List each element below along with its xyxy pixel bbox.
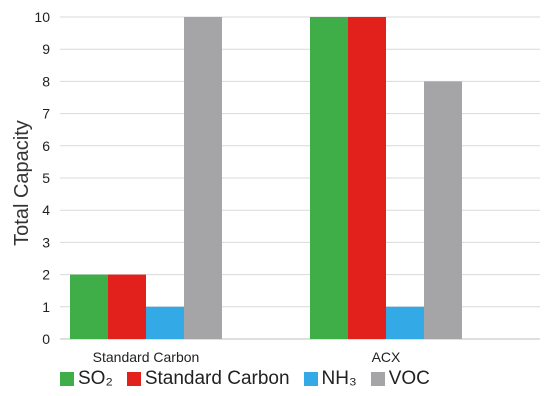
bar	[146, 306, 184, 339]
y-tick-label: 3	[42, 234, 50, 250]
x-category-label: ACX	[372, 349, 401, 365]
legend-swatch	[370, 372, 385, 386]
x-category-label: Standard Carbon	[93, 349, 200, 365]
y-tick-label: 0	[42, 331, 50, 347]
y-tick-label: 8	[42, 73, 50, 89]
bar	[386, 306, 424, 339]
legend: SO₂ Standard Carbon NH₃ VOC	[60, 366, 444, 392]
legend-item: SO₂	[60, 368, 113, 390]
y-tick-label: 4	[42, 202, 50, 218]
bar	[310, 17, 348, 339]
legend-label: Standard Carbon	[144, 368, 290, 389]
bar	[424, 81, 462, 340]
x-axis-categories: Standard Carbon ACX	[93, 349, 401, 365]
y-axis-label: Total Capacity	[11, 120, 33, 246]
legend-item: NH₃	[303, 368, 357, 390]
legend-label: SO₂	[78, 368, 113, 389]
legend-swatch	[60, 372, 74, 386]
y-tick-label: 6	[42, 138, 50, 154]
bar	[184, 17, 222, 339]
legend-swatch	[126, 372, 141, 386]
bar	[348, 17, 386, 339]
y-tick-label: 7	[42, 106, 50, 122]
legend-label: VOC	[388, 368, 430, 389]
y-axis-ticks: 0 1 2 3 4 5 6 7 8 9 10	[34, 9, 50, 347]
legend-label: NH₃	[321, 368, 357, 389]
legend-item: VOC	[370, 368, 430, 390]
bar	[108, 274, 146, 339]
y-tick-label: 10	[34, 9, 50, 25]
legend-swatch	[303, 372, 318, 386]
bar	[70, 274, 108, 339]
y-tick-label: 5	[42, 170, 50, 186]
legend-item: Standard Carbon	[126, 368, 290, 390]
y-tick-label: 1	[42, 299, 50, 315]
bars	[70, 17, 462, 340]
y-tick-label: 9	[42, 41, 50, 57]
y-tick-label: 2	[42, 267, 50, 283]
